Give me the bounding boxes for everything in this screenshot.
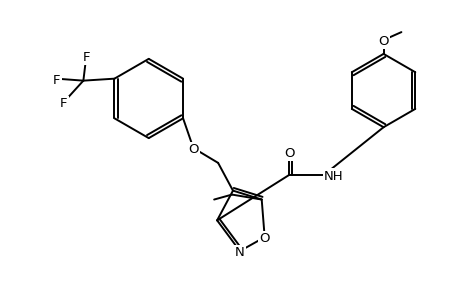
Text: F: F [53, 74, 60, 87]
Text: O: O [259, 232, 269, 245]
Text: F: F [83, 51, 90, 64]
Text: N: N [235, 246, 244, 259]
Text: F: F [60, 98, 67, 110]
Text: NH: NH [324, 170, 343, 183]
Text: O: O [377, 35, 388, 48]
Text: O: O [188, 143, 198, 156]
Text: O: O [284, 147, 294, 160]
